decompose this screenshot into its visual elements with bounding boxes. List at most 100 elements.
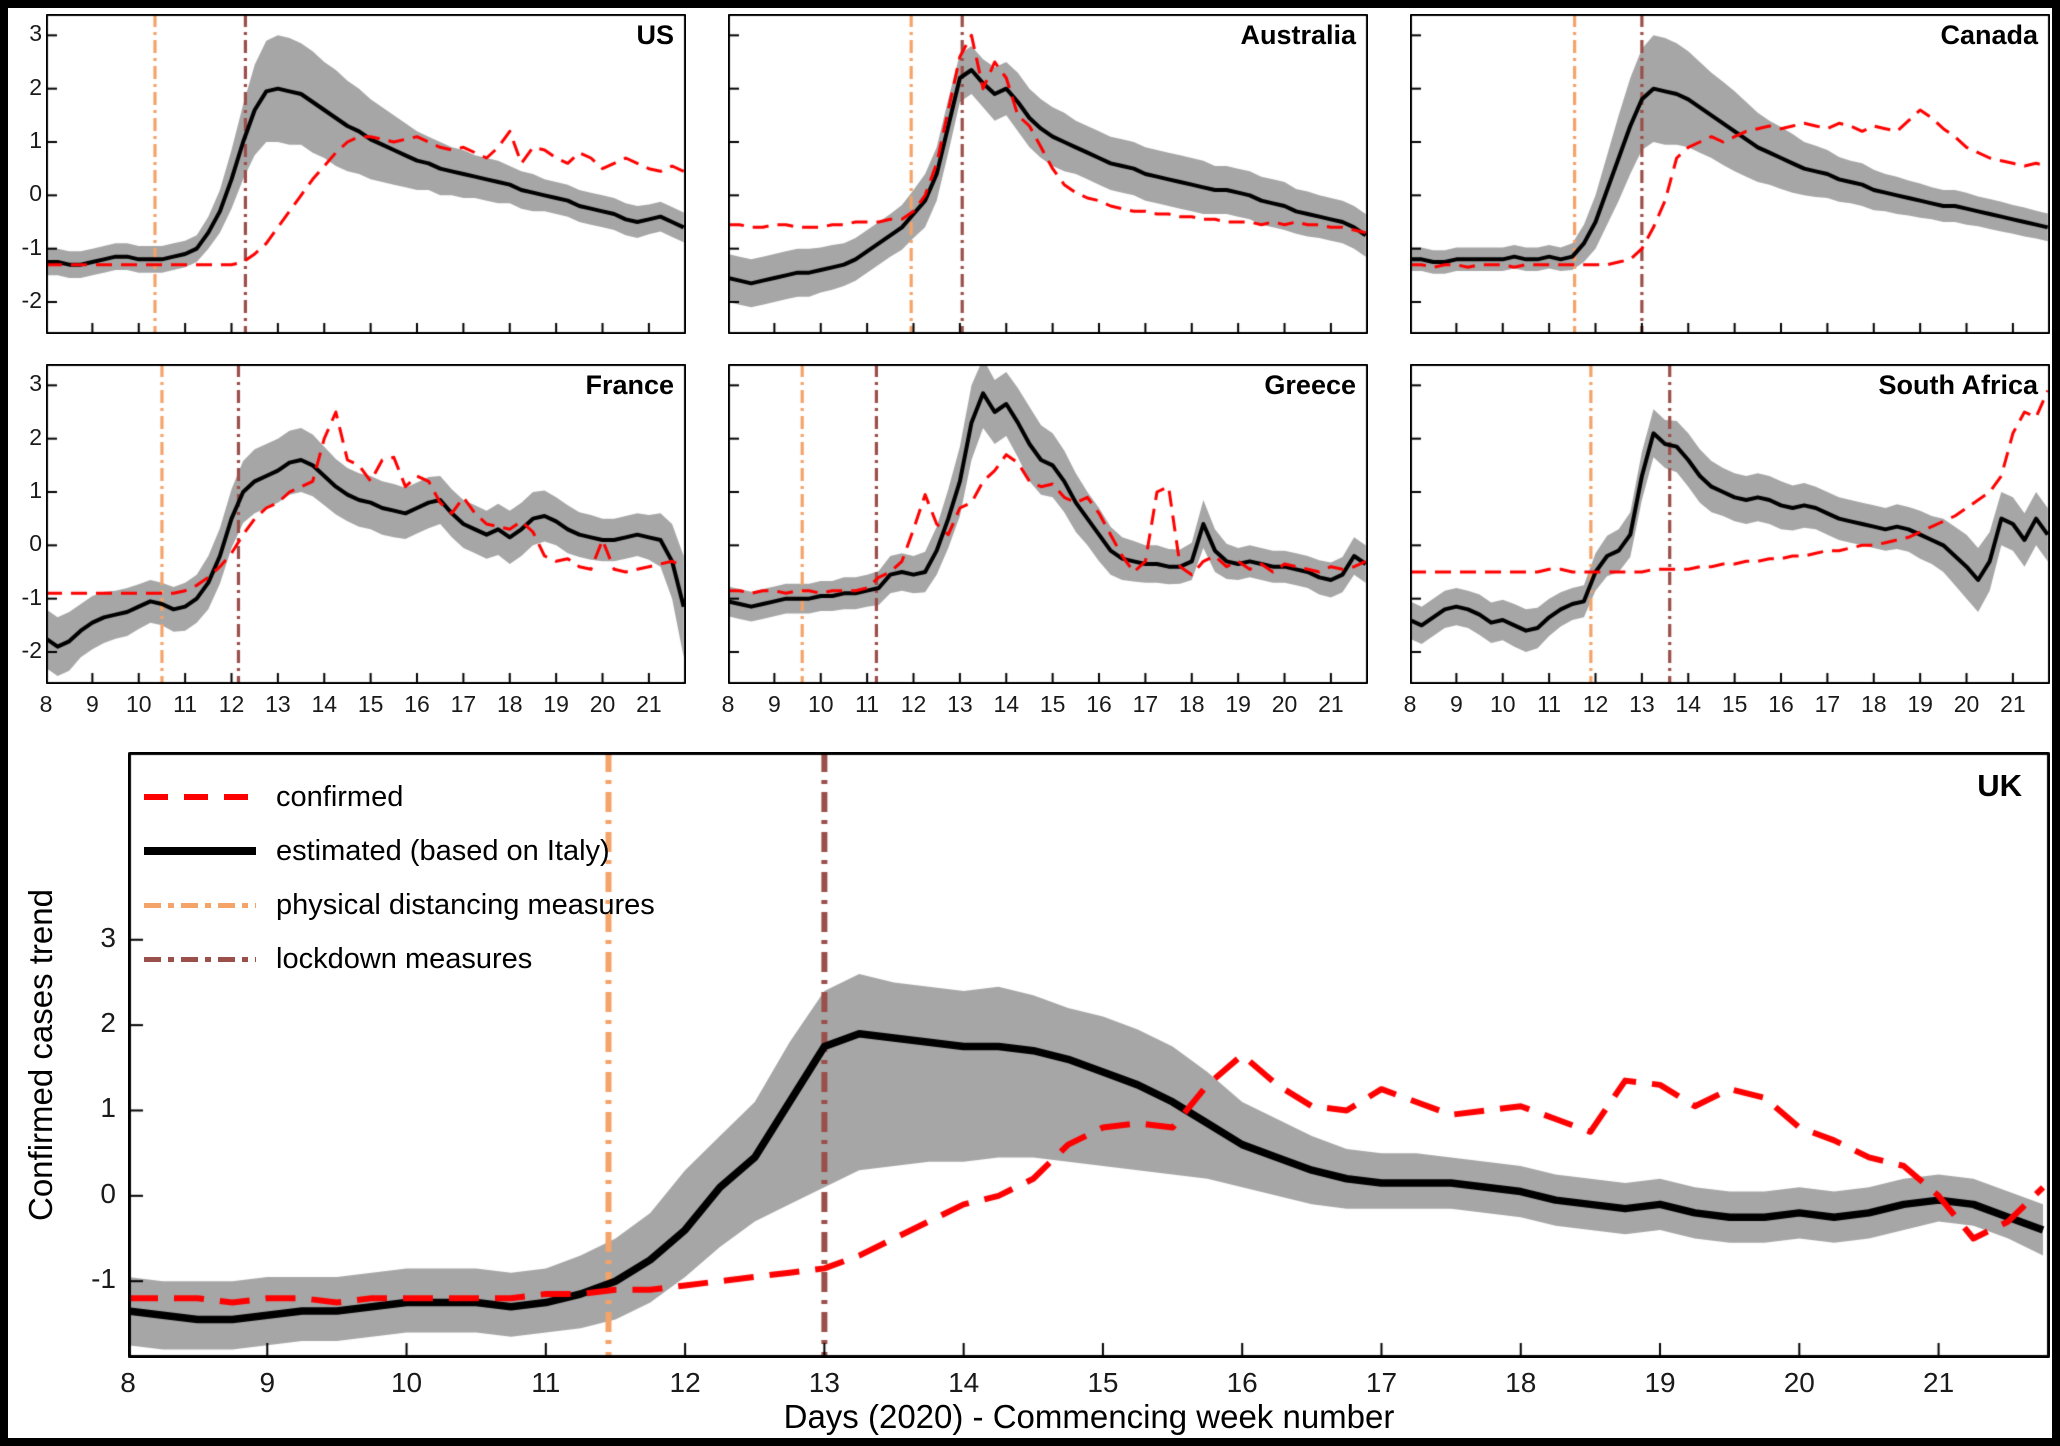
legend-swatch-confirmed-icon: [144, 794, 256, 800]
y-tick-label: -1: [21, 583, 42, 610]
panel-australia-canvas: [728, 14, 1368, 334]
x-tick-label: 18: [1505, 1367, 1537, 1398]
x-tick-label: 12: [218, 691, 245, 717]
x-tick-label: 19: [1225, 691, 1251, 717]
x-tick-label: 12: [1582, 691, 1609, 717]
x-tick-label: 20: [1953, 691, 1980, 717]
x-tick-label: 11: [531, 1367, 561, 1398]
panel-australia: Australia: [728, 14, 1368, 334]
x-tick-label: 18: [1178, 691, 1205, 717]
panel-title-uk: UK: [1977, 768, 2022, 803]
panel-us: 3 2 1 0 -1 -2 US: [22, 14, 686, 334]
x-tick-label: 9: [767, 691, 781, 717]
y-tick-label: 0: [29, 180, 42, 207]
x-tick-label: 11: [1537, 691, 1562, 717]
x-tick-label: 15: [1721, 691, 1748, 717]
x-tick-label: 16: [1768, 691, 1794, 717]
x-tick-label: 20: [1271, 691, 1298, 717]
x-tick-label: 19: [543, 691, 569, 717]
legend-item-confirmed: confirmed: [144, 770, 655, 824]
x-tick-label: 13: [808, 1367, 840, 1398]
panel-south-africa-canvas: [1410, 364, 2050, 684]
y-tick-label: -1: [91, 1263, 116, 1295]
x-tick-label: 9: [1449, 691, 1463, 717]
x-tick-label: 18: [1860, 691, 1887, 717]
panel-title-australia: Australia: [1240, 20, 1356, 50]
x-tick-label: 14: [1675, 691, 1702, 717]
y-tick-label: 1: [100, 1092, 116, 1124]
x-tick-label: 13: [1629, 691, 1655, 717]
x-tick-label: 19: [1644, 1367, 1676, 1398]
x-tick-label: 16: [404, 691, 430, 717]
panel-uk-canvas: [128, 752, 2050, 1358]
legend-item-lockdown: lockdown measures: [144, 932, 655, 986]
y-tick-label: 3: [29, 20, 42, 47]
x-tick-label: 20: [1783, 1367, 1815, 1398]
x-tick-label: 11: [173, 691, 198, 717]
panel-france: 3 2 1 0 -1 -2 8 9 10 11 12 13 14 15 16 17 18 19 20 21 France: [22, 364, 686, 717]
x-tick-label: 17: [1365, 1367, 1398, 1398]
legend-swatch-distancing-icon: [144, 902, 256, 908]
x-tick-label: 12: [669, 1367, 701, 1398]
y-tick-label: 1: [29, 477, 42, 503]
x-tick-label: 21: [1318, 691, 1344, 717]
x-tick-label: 21: [636, 691, 662, 717]
y-tick-label: 0: [29, 530, 42, 557]
legend-swatch-estimated-icon: [144, 847, 256, 855]
panel-title-france: France: [585, 370, 674, 400]
x-tick-label: 15: [1039, 691, 1066, 717]
x-tick-label: 8: [721, 691, 735, 717]
panel-uk: 3 2 1 0 -1 8 9 10 11 12 13 14 15 16 17 18 19 20 21 UK confir…: [91, 752, 2050, 1398]
x-tick-label: 11: [855, 691, 880, 717]
x-tick-label: 10: [1489, 691, 1516, 717]
x-tick-label: 9: [259, 1367, 276, 1398]
x-tick-label: 10: [390, 1367, 423, 1398]
y-axis-label: Confirmed cases trend: [22, 889, 59, 1221]
x-tick-label: 20: [589, 691, 616, 717]
panel-greece: 8 9 10 11 12 13 14 15 16 17 18 19 20 21 Greece: [722, 364, 1368, 717]
x-tick-label: 10: [807, 691, 834, 717]
x-tick-label: 8: [120, 1367, 136, 1398]
x-axis-label: Days (2020) - Commencing week number: [783, 1398, 1395, 1435]
x-tick-label: 18: [496, 691, 523, 717]
x-tick-label: 14: [948, 1367, 980, 1398]
x-tick-label: 19: [1907, 691, 1933, 717]
x-tick-label: 14: [311, 691, 338, 717]
y-tick-label: 2: [100, 1007, 116, 1039]
legend-label-lockdown: lockdown measures: [276, 942, 533, 975]
panel-title-canada: Canada: [1940, 20, 2038, 50]
x-tick-label: 8: [39, 691, 53, 717]
x-tick-label: 10: [125, 691, 152, 717]
x-tick-label: 8: [1403, 691, 1417, 717]
figure: 3 2 1 0 -1 -2 US Australia Canada 3 2 1 0 -1 -2 8 9 10 11 1…: [8, 8, 2052, 1438]
panel-canada-canvas: [1410, 14, 2050, 334]
y-tick-label: 3: [100, 921, 116, 953]
panel-south-africa: 8 9 10 11 12 13 14 15 16 17 18 19 20 21 South Africa: [1404, 364, 2050, 717]
x-tick-label: 12: [900, 691, 927, 717]
panel-canada: Canada: [1410, 14, 2050, 334]
y-tick-label: -2: [21, 637, 42, 663]
panel-france-canvas: [46, 364, 686, 684]
y-tick-label: 2: [29, 423, 42, 450]
panel-title-us: US: [636, 20, 674, 50]
y-tick-label: -1: [21, 233, 42, 260]
legend-item-estimated: estimated (based on Italy): [144, 824, 655, 878]
x-tick-label: 17: [450, 691, 477, 717]
x-tick-label: 21: [2000, 691, 2026, 717]
x-tick-label: 15: [1087, 1367, 1119, 1398]
legend-item-distancing: physical distancing measures: [144, 878, 655, 932]
legend: confirmed estimated (based on Italy) physi…: [144, 770, 655, 986]
x-tick-label: 9: [85, 691, 99, 717]
legend-label-distancing: physical distancing measures: [276, 888, 655, 921]
y-tick-label: 2: [29, 73, 42, 100]
x-tick-label: 14: [993, 691, 1020, 717]
x-tick-label: 13: [947, 691, 973, 717]
y-tick-label: -2: [21, 287, 42, 313]
y-tick-label: 3: [29, 370, 42, 397]
x-tick-label: 15: [357, 691, 384, 717]
x-tick-label: 16: [1086, 691, 1112, 717]
y-tick-label: 0: [100, 1177, 116, 1209]
legend-label-estimated: estimated (based on Italy): [276, 834, 610, 867]
legend-label-confirmed: confirmed: [276, 780, 404, 813]
y-tick-label: 1: [29, 127, 42, 153]
